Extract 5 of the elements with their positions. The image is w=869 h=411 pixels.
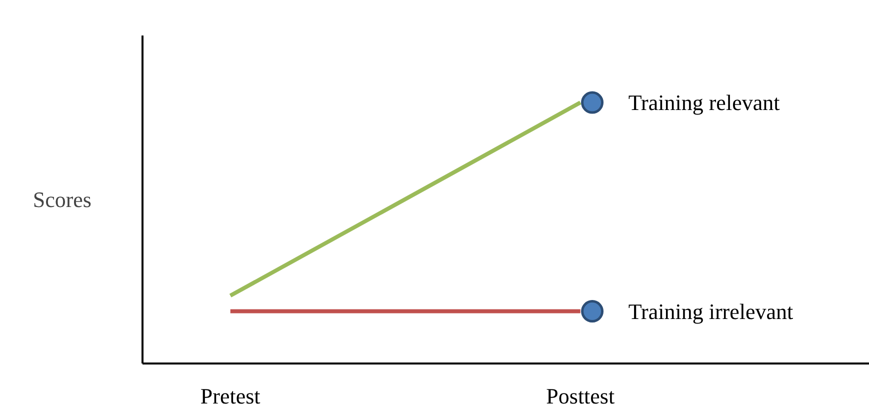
y-axis-title: Scores bbox=[32, 187, 92, 212]
x-tick-label: Posttest bbox=[546, 384, 615, 408]
series-label: Training irrelevant bbox=[628, 298, 794, 324]
x-tick-label: Pretest bbox=[200, 384, 260, 408]
series-label: Training relevant bbox=[628, 90, 780, 116]
